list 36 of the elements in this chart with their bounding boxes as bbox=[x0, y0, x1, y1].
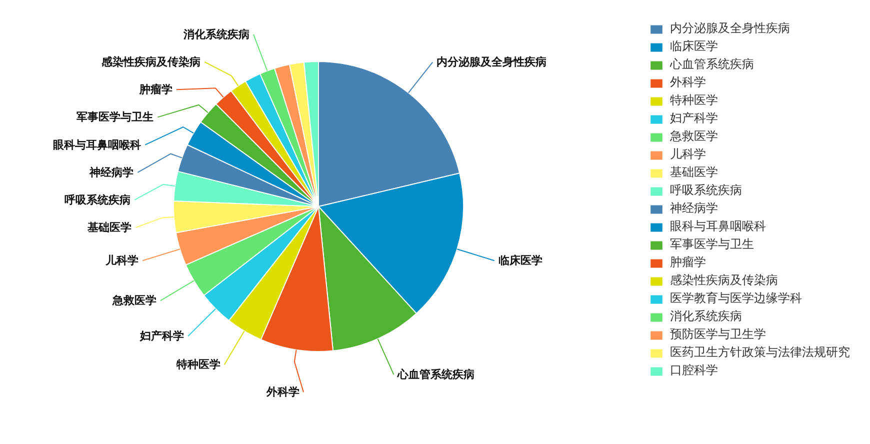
data-label: 儿科学 bbox=[104, 254, 139, 268]
data-label: 消化系统疾病 bbox=[182, 28, 250, 41]
legend-label: 医学教育与医学边缘学科 bbox=[670, 290, 802, 307]
data-label: 外科学 bbox=[266, 386, 300, 399]
data-label: 呼吸系统疾病 bbox=[64, 193, 131, 206]
legend-label: 儿科学 bbox=[670, 146, 706, 163]
legend-label: 基础医学 bbox=[670, 164, 718, 181]
legend-label: 外科学 bbox=[670, 74, 706, 91]
legend-label: 口腔科学 bbox=[670, 362, 718, 379]
legend-label: 神经病学 bbox=[670, 200, 718, 217]
legend-label: 眼科与耳鼻咽喉科 bbox=[670, 218, 766, 235]
legend-label: 感染性疾病及传染病 bbox=[670, 272, 778, 289]
legend-label: 急救医学 bbox=[670, 128, 718, 145]
data-label: 妇产科学 bbox=[138, 330, 184, 343]
legend-label: 特种医学 bbox=[670, 92, 718, 109]
data-label: 感染性疾病及传染病 bbox=[100, 55, 201, 68]
legend-label: 呼吸系统疾病 bbox=[670, 182, 742, 199]
data-label: 内分泌腺及全身性疾病 bbox=[436, 56, 547, 69]
legend-label: 妇产科学 bbox=[670, 110, 718, 127]
data-label: 神经病学 bbox=[88, 166, 134, 179]
legend-label: 军事医学与卫生 bbox=[670, 236, 754, 253]
legend-label: 消化系统疾病 bbox=[670, 308, 742, 325]
data-label: 基础医学 bbox=[86, 221, 132, 234]
legend-label: 心血管系统疾病 bbox=[670, 56, 754, 73]
data-label: 眼科与耳鼻咽喉科 bbox=[53, 138, 142, 152]
data-label: 特种医学 bbox=[175, 358, 220, 372]
legend-label: 医药卫生方针政策与法律法规研究 bbox=[670, 344, 850, 361]
data-label: 肿瘤学 bbox=[138, 83, 172, 96]
legend-label: 临床医学 bbox=[670, 38, 718, 55]
legend-label: 肿瘤学 bbox=[670, 254, 706, 271]
legend-label: 内分泌腺及全身性疾病 bbox=[670, 20, 790, 37]
data-label: 心血管系统疾病 bbox=[396, 368, 475, 381]
data-label: 临床医学 bbox=[498, 254, 542, 268]
data-label: 急救医学 bbox=[111, 294, 156, 308]
legend-label: 预防医学与卫生学 bbox=[670, 326, 766, 343]
data-label: 军事医学与卫生 bbox=[76, 110, 154, 124]
